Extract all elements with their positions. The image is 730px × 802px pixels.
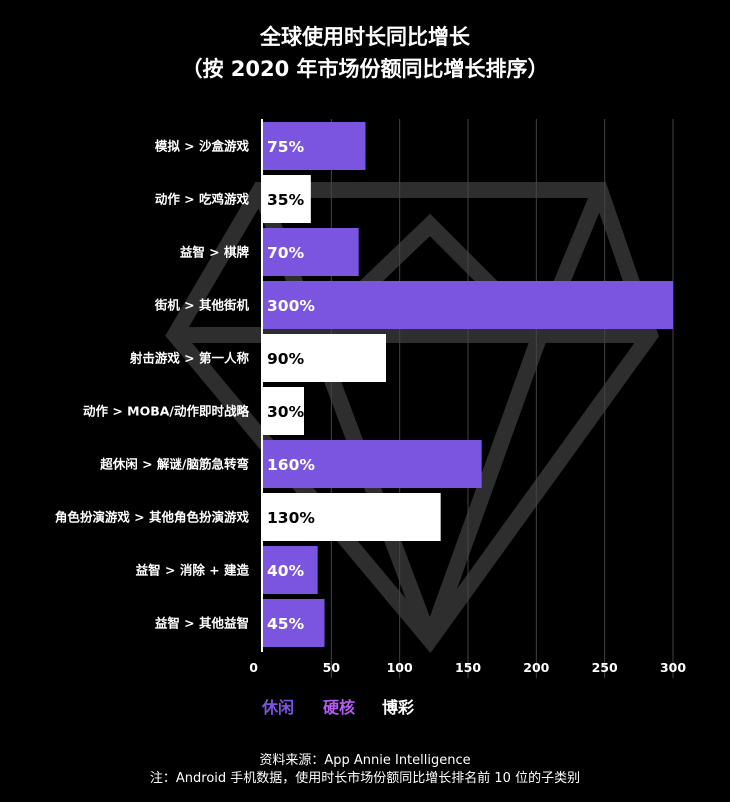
bar [263, 175, 311, 223]
value-label: 75% [267, 138, 305, 156]
chart-title: 全球使用时长同比增长 [260, 25, 470, 49]
category-label: 益智 > 棋牌 [180, 245, 250, 260]
bars [263, 122, 673, 647]
x-tick-label: 200 [523, 660, 549, 675]
x-tick-label: 0 [249, 660, 258, 675]
bar [263, 546, 318, 594]
category-label: 射击游戏 > 第一人称 [129, 351, 250, 366]
bar [263, 440, 482, 488]
legend-item-casino: 博彩 [382, 698, 415, 717]
chart-subtitle: （按 2020 年市场份额同比增长排序） [181, 57, 549, 81]
gridlines [261, 119, 674, 678]
category-label: 超休闲 > 解谜/脑筋急转弯 [99, 457, 249, 472]
value-labels: 75% 35% 70% 300% 90% 30% 160% 130% 40% 45% [267, 138, 315, 633]
source-text: 资料来源：App Annie Intelligence [259, 753, 471, 768]
value-label: 160% [267, 456, 315, 474]
category-label: 模拟 > 沙盒游戏 [155, 139, 250, 154]
x-tick-labels: 0 50 100 150 200 250 300 [249, 660, 686, 675]
value-label: 300% [267, 297, 315, 315]
x-tick-label: 250 [592, 660, 618, 675]
bar [263, 599, 325, 647]
bar [263, 334, 386, 382]
category-label: 动作 > 吃鸡游戏 [155, 192, 250, 207]
legend-item-hardcore: 硬核 [323, 698, 356, 717]
value-label: 30% [267, 403, 305, 421]
bar [263, 281, 673, 329]
bar [263, 228, 359, 276]
category-label: 益智 > 其他益智 [155, 616, 249, 631]
value-label: 45% [267, 615, 305, 633]
value-label: 35% [267, 191, 305, 209]
category-label: 街机 > 其他街机 [154, 298, 250, 313]
value-label: 90% [267, 350, 305, 368]
value-label: 40% [267, 562, 305, 580]
category-label: 益智 > 消除 + 建造 [136, 563, 250, 578]
x-tick-label: 150 [455, 660, 481, 675]
bar [263, 122, 366, 170]
category-label: 动作 > MOBA/动作即时战略 [83, 404, 250, 419]
value-label: 130% [267, 509, 315, 527]
category-label: 角色扮演游戏 > 其他角色扮演游戏 [55, 510, 250, 525]
x-tick-label: 100 [387, 660, 413, 675]
x-tick-label: 50 [323, 660, 341, 675]
bar [263, 493, 441, 541]
bar [263, 387, 304, 435]
x-tick-label: 300 [660, 660, 686, 675]
note-text: 注：Android 手机数据，使用时长市场份额同比增长排名前 10 位的子类别 [149, 771, 581, 786]
value-label: 70% [267, 244, 305, 262]
legend-item-casual: 休闲 [262, 698, 295, 717]
